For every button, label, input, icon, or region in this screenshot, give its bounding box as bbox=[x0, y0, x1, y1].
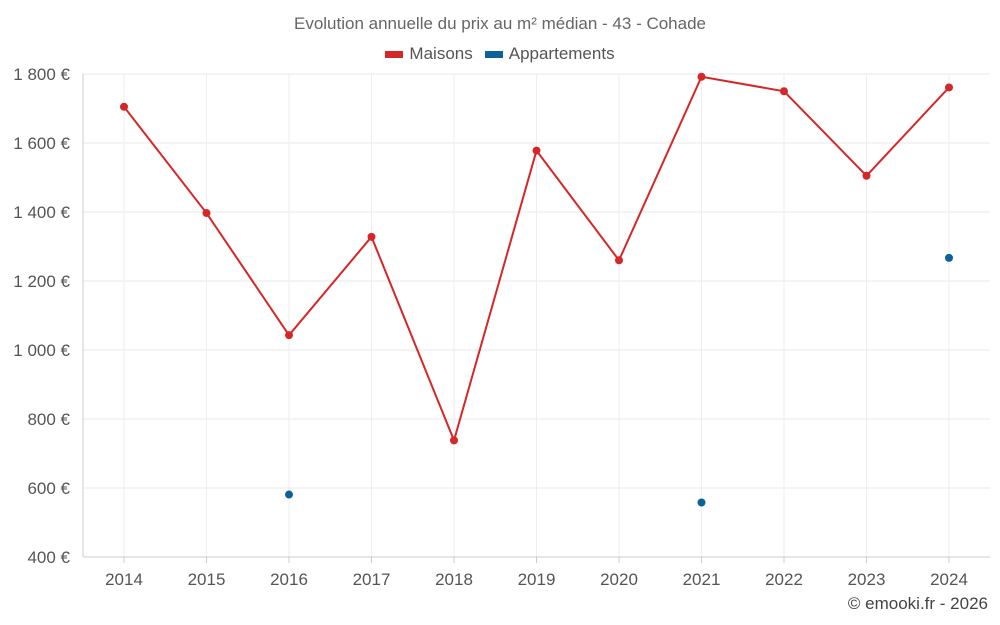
data-point-maisons bbox=[367, 232, 376, 241]
legend-item-appartements[interactable]: Appartements bbox=[484, 44, 615, 64]
y-tick-label: 1 800 € bbox=[13, 65, 70, 84]
data-point-maisons bbox=[780, 87, 788, 96]
credit-text: © emooki.fr - 2026 bbox=[847, 594, 988, 613]
chart-title: Evolution annuelle du prix au m² médian … bbox=[293, 14, 707, 33]
data-point-appartements bbox=[697, 498, 706, 507]
legend-swatch-maisons bbox=[385, 50, 404, 58]
x-tick-label: 2015 bbox=[188, 570, 226, 589]
x-tick-label: 2014 bbox=[105, 570, 143, 589]
x-tick-label: 2017 bbox=[353, 570, 391, 589]
data-point-maisons bbox=[697, 72, 706, 81]
data-point-maisons bbox=[862, 171, 871, 180]
x-tick-label: 2023 bbox=[848, 570, 886, 589]
x-tick-label: 2024 bbox=[930, 570, 968, 589]
x-tick-label: 2020 bbox=[600, 570, 638, 589]
x-tick-label: 2016 bbox=[270, 570, 308, 589]
y-tick-label: 1 200 € bbox=[13, 272, 70, 291]
x-tick-label: 2022 bbox=[765, 570, 803, 589]
y-tick-label: 1 000 € bbox=[13, 341, 70, 360]
data-point-appartements bbox=[945, 253, 953, 262]
data-point-maisons bbox=[120, 102, 128, 111]
x-tick-label: 2018 bbox=[435, 570, 473, 589]
y-tick-label: 800 € bbox=[27, 410, 70, 429]
legend-swatch-appartements bbox=[484, 50, 503, 58]
x-tick-label: 2021 bbox=[683, 570, 721, 589]
legend-label-appartements: Appartements bbox=[508, 44, 615, 63]
data-point-appartements bbox=[285, 490, 293, 499]
data-point-maisons bbox=[450, 436, 458, 445]
data-point-maisons bbox=[202, 209, 211, 218]
data-point-maisons bbox=[615, 256, 623, 265]
legend-label-maisons: Maisons bbox=[409, 44, 473, 63]
data-point-maisons bbox=[285, 331, 293, 340]
y-tick-label: 1 600 € bbox=[13, 134, 70, 153]
y-tick-label: 1 400 € bbox=[13, 203, 70, 222]
y-tick-label: 600 € bbox=[27, 479, 70, 498]
data-point-maisons bbox=[945, 83, 953, 92]
legend: Maisons Appartements bbox=[0, 44, 1000, 64]
y-tick-label: 400 € bbox=[27, 548, 70, 567]
x-tick-label: 2019 bbox=[518, 570, 556, 589]
data-point-maisons bbox=[532, 146, 541, 155]
legend-item-maisons[interactable]: Maisons bbox=[385, 44, 473, 64]
